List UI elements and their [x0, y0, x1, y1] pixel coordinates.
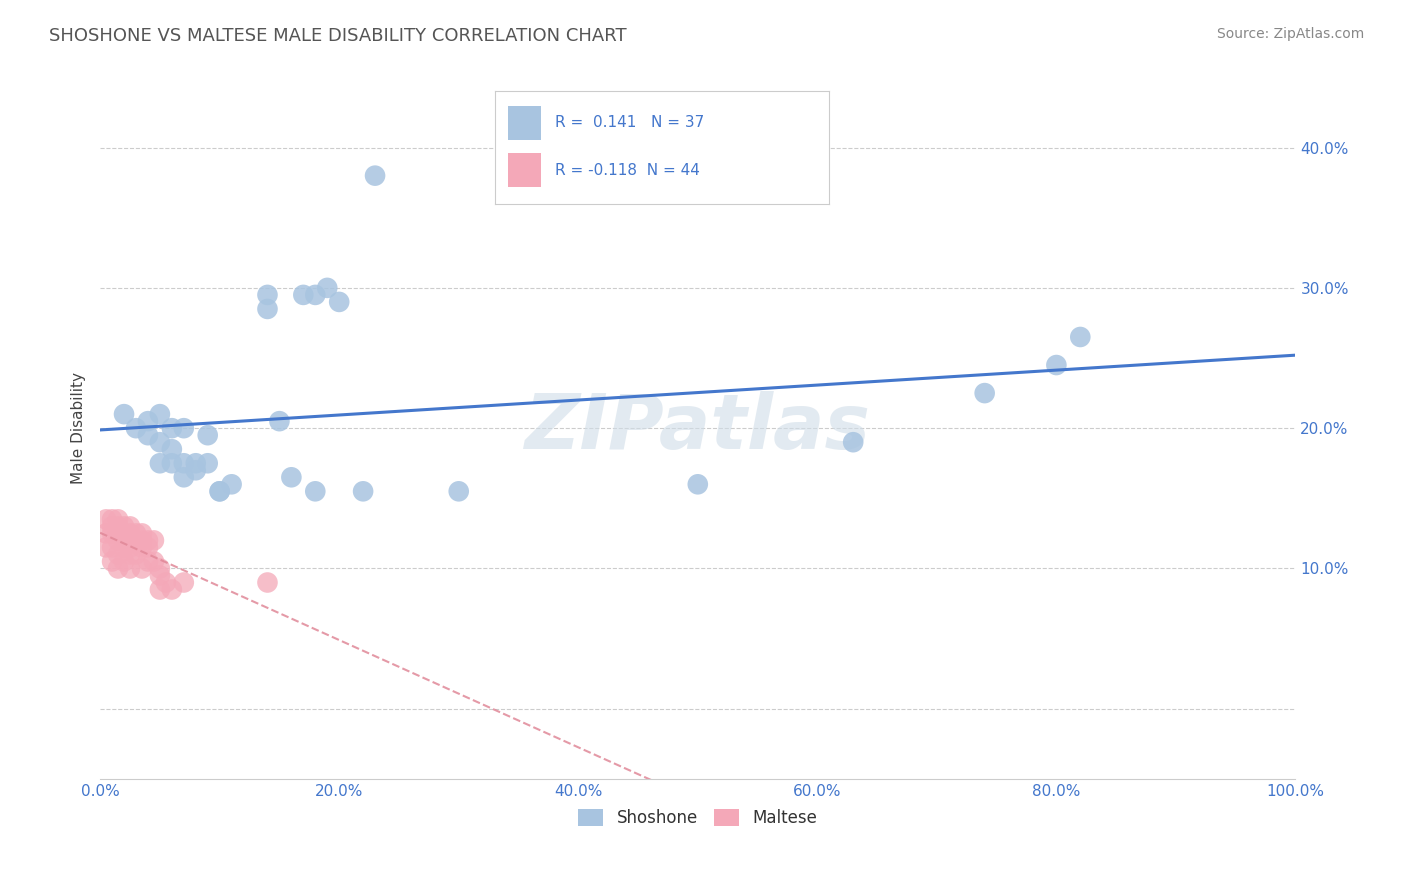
Point: [142, 554, 165, 568]
Y-axis label: Male Disability: Male Disability: [72, 372, 86, 484]
Point: [256, 288, 278, 302]
Point: [208, 484, 231, 499]
Point: [316, 281, 339, 295]
Point: [107, 512, 129, 526]
Point: [160, 442, 183, 457]
Point: [352, 484, 374, 499]
Point: [125, 526, 148, 541]
Point: [364, 169, 387, 183]
Point: [101, 512, 124, 526]
Point: [94, 541, 117, 555]
Point: [173, 456, 195, 470]
Point: [842, 435, 865, 450]
Point: [184, 463, 207, 477]
Point: [280, 470, 302, 484]
Point: [142, 533, 165, 548]
Point: [208, 484, 231, 499]
Point: [94, 526, 117, 541]
Point: [136, 541, 159, 555]
Text: ZIPatlas: ZIPatlas: [524, 392, 870, 466]
Point: [149, 456, 172, 470]
Point: [149, 582, 172, 597]
Text: Source: ZipAtlas.com: Source: ZipAtlas.com: [1216, 27, 1364, 41]
Point: [197, 428, 219, 442]
Point: [101, 541, 124, 555]
Point: [131, 561, 153, 575]
Point: [94, 512, 117, 526]
Point: [304, 484, 326, 499]
Point: [149, 435, 172, 450]
Point: [125, 533, 148, 548]
Point: [686, 477, 709, 491]
Point: [131, 533, 153, 548]
Point: [107, 519, 129, 533]
Point: [118, 526, 141, 541]
Point: [107, 533, 129, 548]
Point: [112, 533, 135, 548]
Point: [160, 421, 183, 435]
Point: [125, 421, 148, 435]
Point: [136, 414, 159, 428]
Point: [112, 541, 135, 555]
Point: [136, 554, 159, 568]
Point: [1069, 330, 1091, 344]
Point: [173, 421, 195, 435]
Point: [101, 554, 124, 568]
Point: [160, 456, 183, 470]
Point: [101, 519, 124, 533]
Point: [173, 575, 195, 590]
Point: [131, 526, 153, 541]
Point: [256, 575, 278, 590]
Point: [118, 533, 141, 548]
Point: [160, 582, 183, 597]
Point: [328, 294, 350, 309]
Point: [136, 428, 159, 442]
Point: [184, 456, 207, 470]
Point: [292, 288, 315, 302]
Point: [149, 568, 172, 582]
Point: [256, 301, 278, 316]
Point: [1045, 358, 1067, 372]
Point: [304, 288, 326, 302]
Point: [221, 477, 243, 491]
Point: [112, 526, 135, 541]
Point: [118, 519, 141, 533]
Point: [131, 541, 153, 555]
Point: [173, 470, 195, 484]
Point: [149, 561, 172, 575]
Point: [118, 548, 141, 562]
Point: [125, 548, 148, 562]
Point: [112, 554, 135, 568]
Legend: Shoshone, Maltese: Shoshone, Maltese: [571, 802, 824, 834]
Point: [155, 575, 177, 590]
Point: [973, 386, 995, 401]
Point: [112, 407, 135, 421]
Point: [118, 561, 141, 575]
Text: SHOSHONE VS MALTESE MALE DISABILITY CORRELATION CHART: SHOSHONE VS MALTESE MALE DISABILITY CORR…: [49, 27, 627, 45]
Point: [118, 541, 141, 555]
Point: [107, 548, 129, 562]
Point: [112, 519, 135, 533]
Point: [107, 526, 129, 541]
Point: [149, 407, 172, 421]
Point: [447, 484, 470, 499]
Point: [136, 533, 159, 548]
Point: [107, 561, 129, 575]
Point: [101, 526, 124, 541]
Point: [197, 456, 219, 470]
Point: [269, 414, 291, 428]
